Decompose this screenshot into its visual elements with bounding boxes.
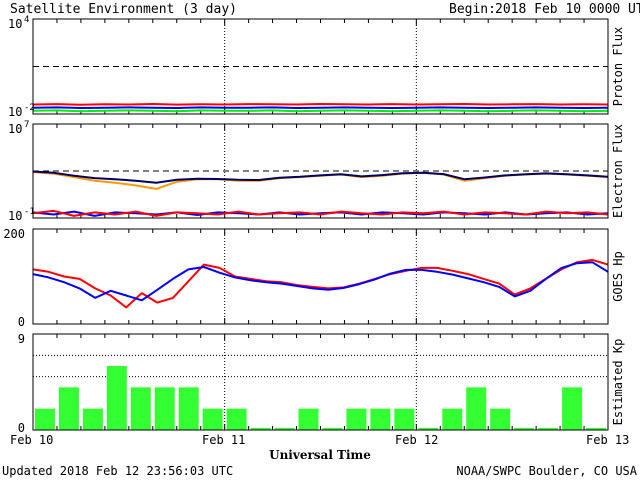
y-axis-label: Estimated Kp: [611, 339, 625, 426]
x-tick-label: Feb 11: [202, 433, 245, 447]
y-tick-label-bottom-exponent: -1: [24, 207, 35, 217]
kp-bar: [154, 387, 175, 430]
kp-bar: [370, 408, 391, 430]
kp-bar: [346, 408, 367, 430]
series-line-blue: [32, 106, 609, 109]
kp-bar: [322, 427, 343, 430]
kp-bar: [226, 408, 247, 430]
x-tick-label: Feb 10: [10, 433, 53, 447]
kp-bar: [35, 408, 55, 430]
panel-frame: [32, 228, 609, 325]
panel-3: 200 0 GOES Hp: [3, 227, 625, 329]
kp-bar: [202, 408, 223, 430]
kp-bar: [298, 408, 319, 430]
y-axis-label: GOES Hp: [611, 251, 625, 302]
y-tick-label-bottom: 10: [8, 209, 22, 223]
series-line-green: [32, 109, 609, 113]
kp-bar: [274, 427, 295, 430]
kp-bar: [418, 427, 439, 430]
kp-bar: [130, 387, 151, 430]
series-line-red: [32, 258, 609, 309]
kp-bar: [58, 387, 79, 430]
kp-bar: [250, 427, 271, 430]
y-tick-label-bottom: 10: [8, 105, 22, 119]
kp-bar: [490, 408, 511, 430]
chart-title: Satellite Environment (3 day): [10, 2, 237, 17]
kp-bar: [562, 387, 583, 430]
panel-frame: [32, 123, 609, 219]
y-tick-label-top: 200: [3, 227, 25, 241]
y-tick-label-bottom: 0: [18, 421, 25, 435]
x-tick-label: Feb 13: [586, 433, 629, 447]
kp-bar: [538, 427, 559, 430]
kp-bar: [514, 427, 535, 430]
panel-2: 10 710 -1 Electron Flux: [8, 120, 625, 223]
panel-4: 9 0 Estimated Kp: [18, 332, 625, 435]
begin-label: Begin:: [449, 2, 496, 17]
kp-bar: [586, 427, 606, 430]
x-tick-label: Feb 12: [395, 433, 438, 447]
updated-timestamp: Updated 2018 Feb 12 23:56:03 UTC: [2, 464, 233, 478]
series-line-red: [32, 103, 609, 106]
y-tick-label-top-exponent: 7: [24, 120, 29, 130]
y-axis-label: Proton Flux: [611, 27, 625, 106]
series-line-blue: [32, 261, 609, 302]
y-axis-label: Electron Flux: [611, 124, 625, 218]
kp-bar: [82, 408, 103, 430]
kp-bar: [394, 408, 415, 430]
kp-bar: [178, 387, 199, 430]
kp-bar: [442, 408, 463, 430]
panel-frame: [32, 333, 609, 431]
x-axis-label: Universal Time: [269, 448, 371, 462]
kp-bar: [106, 366, 127, 430]
credit-text: NOAA/SWPC Boulder, CO USA: [456, 464, 637, 478]
series-line-red: [32, 209, 609, 217]
y-tick-label-top: 10: [8, 17, 22, 31]
panel-frame: [32, 18, 609, 115]
y-tick-label-bottom-exponent: -2: [24, 103, 35, 113]
y-tick-label-top: 10: [8, 122, 22, 136]
y-tick-label-bottom: 0: [18, 315, 25, 329]
y-tick-label-top-exponent: 4: [24, 15, 29, 25]
series-line-navy: [32, 170, 609, 184]
kp-bar: [466, 387, 487, 430]
y-tick-label-top: 9: [18, 332, 25, 346]
begin-value: 2018 Feb 10 0000 UTC: [495, 2, 640, 17]
